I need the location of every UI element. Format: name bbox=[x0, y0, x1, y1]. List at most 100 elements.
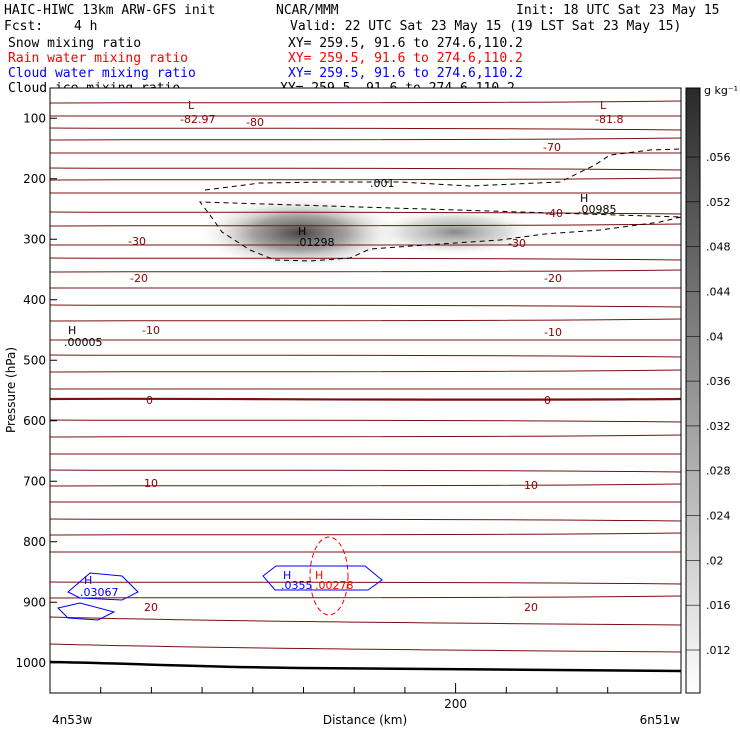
temp-contour-line bbox=[50, 127, 681, 131]
temp-contour-line bbox=[50, 100, 681, 104]
colorbar-tick-label: .02 bbox=[706, 554, 724, 567]
colorbar-tick-label: .024 bbox=[706, 510, 731, 523]
colorbar-tick-label: .012 bbox=[706, 644, 731, 657]
colorbar-tick-label: .04 bbox=[706, 330, 724, 343]
ice-max-h: H bbox=[580, 192, 588, 205]
ice-max-value: .00985 bbox=[578, 203, 617, 216]
cloud-water-contour-center bbox=[262, 565, 383, 591]
colorbar-tick-label: .056 bbox=[706, 151, 731, 164]
temp-contour-line bbox=[50, 269, 681, 273]
temp-contour-line bbox=[50, 595, 681, 599]
valid-time: Valid: 22 UTC Sat 23 May 15 (19 LST Sat … bbox=[290, 19, 681, 34]
rain-water-h: H bbox=[315, 569, 323, 582]
fcst-label: Fcst: bbox=[4, 19, 43, 34]
colorbar-tick-label: .044 bbox=[706, 285, 731, 298]
field-name-snow: Snow mixing ratio bbox=[8, 36, 141, 51]
ice-max-left-h: H bbox=[68, 324, 76, 337]
temp-contour-line bbox=[50, 354, 681, 358]
x-axis: 200 bbox=[100, 683, 609, 711]
temp-label-20-right: 20 bbox=[524, 601, 538, 614]
y-tick-label: 1000 bbox=[15, 656, 46, 670]
colorbar-tick-label: .028 bbox=[706, 465, 731, 478]
colorbar-tick-label: .052 bbox=[706, 196, 731, 209]
colorbar-tick-label: .048 bbox=[706, 241, 731, 254]
field-name-rain: Rain water mixing ratio bbox=[8, 51, 188, 66]
colorbar-tick-label: .016 bbox=[706, 599, 731, 612]
surface-line bbox=[50, 660, 681, 673]
temp-contour-line bbox=[50, 211, 681, 215]
cloud-water-center-h: H bbox=[283, 569, 291, 582]
temp-contour-line bbox=[50, 257, 681, 261]
temp-label-minus-20-left: -20 bbox=[130, 272, 148, 285]
cloud-ice-contour bbox=[198, 148, 681, 262]
temp-label-10-left: 10 bbox=[144, 477, 158, 490]
rain-water-contour bbox=[309, 536, 349, 616]
temp-label-minus-40: -40 bbox=[545, 207, 563, 220]
temp-contour-line bbox=[50, 137, 681, 141]
snow-shading-secondary bbox=[370, 208, 540, 256]
colorbar-tick-label: .036 bbox=[706, 375, 731, 388]
temp-contour-line bbox=[50, 304, 681, 308]
x-left-endpoint: 4n53w bbox=[52, 713, 93, 727]
temp-label-minus-80: -80 bbox=[246, 116, 264, 129]
colorbar-unit: g kg⁻¹ bbox=[704, 84, 738, 97]
snow-shading-main bbox=[195, 195, 405, 271]
temp-label-minus-30-left: -30 bbox=[128, 235, 146, 248]
temp-contour-line bbox=[50, 177, 681, 181]
x-right-endpoint: 6n51w bbox=[640, 713, 681, 727]
y-tick-label: 300 bbox=[23, 232, 46, 246]
temp-label-minus-10-left: -10 bbox=[142, 324, 160, 337]
fcst-value: 4 h bbox=[74, 19, 97, 34]
temp-contour-line bbox=[50, 518, 681, 522]
plot-frame bbox=[49, 87, 682, 694]
cloud-water-center-value: .0355 bbox=[281, 579, 313, 592]
temp-contour-line bbox=[50, 318, 681, 322]
snow-max-h: H bbox=[298, 225, 306, 238]
temp-label-minus-30-right: -30 bbox=[508, 237, 526, 250]
temp-contour-line bbox=[50, 434, 681, 438]
init-time: Init: 18 UTC Sat 23 May 15 bbox=[516, 3, 720, 18]
y-tick-label: 800 bbox=[23, 535, 46, 549]
rain-water-value: .00278 bbox=[315, 579, 354, 592]
field-xy-rain: XY= 259.5, 91.6 to 274.6,110.2 bbox=[288, 51, 523, 66]
colorbar-tick-label: .032 bbox=[706, 420, 731, 433]
y-tick-label: 900 bbox=[23, 595, 46, 609]
cloud-water-contour-left-a bbox=[67, 572, 139, 601]
temp-contour-line bbox=[50, 532, 681, 536]
temp-low-marker-right: L bbox=[600, 99, 607, 112]
temp-label-zero-left: 0 bbox=[146, 394, 153, 407]
x-tick-label: 200 bbox=[444, 697, 467, 711]
y-tick-label: 400 bbox=[23, 293, 46, 307]
temp-contour-line bbox=[50, 167, 681, 171]
field-xy-snow: XY= 259.5, 91.6 to 274.6,110.2 bbox=[288, 36, 523, 51]
temp-contour-line bbox=[50, 581, 681, 585]
temp-contour-line bbox=[50, 369, 681, 373]
temp-contour-line bbox=[50, 419, 681, 423]
field-name-cloud-water: Cloud water mixing ratio bbox=[8, 66, 196, 81]
snow-max-value: .01298 bbox=[296, 236, 335, 249]
plot-title: HAIC-HIWC 13km ARW-GFS init bbox=[4, 3, 215, 18]
temp-contour-zero bbox=[50, 397, 681, 401]
y-tick-label: 600 bbox=[23, 414, 46, 428]
x-axis-label: Distance (km) bbox=[323, 713, 407, 727]
temp-label-minus-10-right: -10 bbox=[544, 326, 562, 339]
temp-label-minus-70: -70 bbox=[543, 141, 561, 154]
temp-contour-line bbox=[50, 616, 681, 626]
temp-contour-line bbox=[50, 643, 681, 653]
temperature-contours bbox=[50, 100, 681, 653]
temp-label-minus-82-97: -82.97 bbox=[180, 113, 215, 126]
y-tick-label: 100 bbox=[23, 111, 46, 125]
cloud-water-left-h: H bbox=[84, 574, 92, 587]
plot-area bbox=[50, 88, 681, 693]
temp-label-minus-20-right: -20 bbox=[544, 272, 562, 285]
y-tick-label: 700 bbox=[23, 474, 46, 488]
ice-max-left-value: .00005 bbox=[64, 336, 103, 349]
y-tick-label: 500 bbox=[23, 353, 46, 367]
temp-contour-line bbox=[50, 469, 681, 473]
temp-label-20-left: 20 bbox=[144, 601, 158, 614]
colorbar-ticks: .012 .016 .02 .024 .028 .032 .036 .04 .044 .048 .0… bbox=[686, 151, 731, 657]
colorbar bbox=[685, 87, 701, 694]
temp-label-10-right: 10 bbox=[524, 479, 538, 492]
temp-contour-line bbox=[50, 483, 681, 487]
